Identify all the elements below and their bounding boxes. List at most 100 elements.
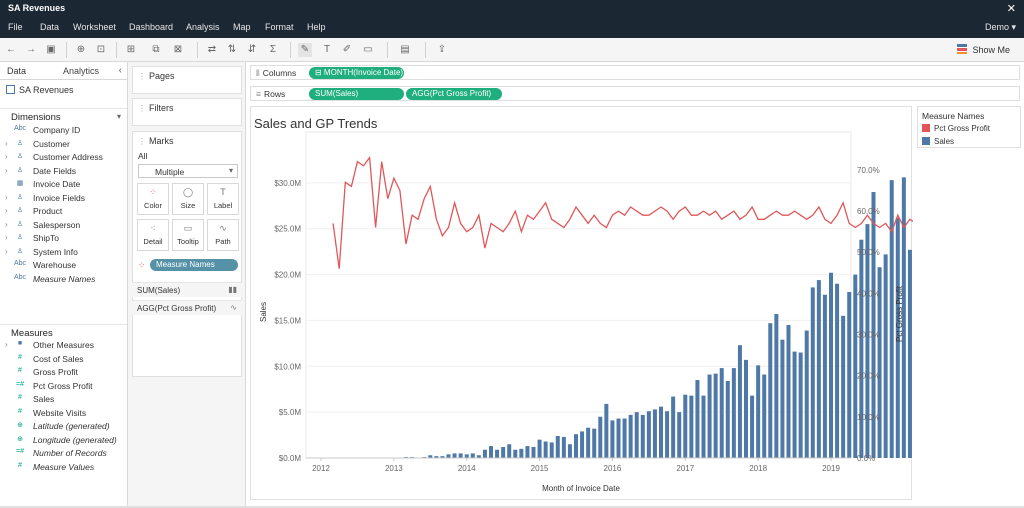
menu-dashboard[interactable]: Dashboard [129,22,174,32]
filters-card[interactable]: ⋮ Filters [132,98,242,126]
text-label-icon[interactable]: T [323,44,331,55]
measure-field[interactable]: # Gross Profit [0,366,127,379]
dimension-field[interactable]: › ♙ Date Fields [0,165,127,178]
pause-updates-icon[interactable]: ⊡ [96,44,106,55]
sales-bar [744,359,748,458]
measure-field[interactable]: =# Pct Gross Profit [0,380,127,393]
user-menu[interactable]: Demo ▾ [984,22,1016,32]
color-dots-icon: ⁘ [138,260,146,270]
tab-analytics[interactable]: Analytics [63,66,100,76]
measure-field[interactable]: =# Number of Records [0,447,127,460]
dimension-field[interactable]: › ♙ System Info [0,246,127,259]
measure-field[interactable]: # Website Visits [0,407,127,420]
agg-sales-row[interactable]: SUM(Sales) ▮▮ [132,282,242,297]
sales-bar [646,411,651,458]
size-button[interactable]: ◯ Size [172,183,204,215]
menu-help[interactable]: Help [307,22,326,32]
forward-icon[interactable]: → [26,44,36,55]
path-button[interactable]: ∿ Path [207,219,239,251]
measure-field[interactable]: ⊕ Longitude (generated) [0,434,127,447]
label-button[interactable]: T Label [207,183,239,215]
annotate-icon[interactable]: ✐ [342,44,352,55]
marks-all-label[interactable]: All [138,151,148,161]
fit-icon[interactable]: ▭ [363,44,373,55]
expand-icon[interactable]: › [5,219,8,229]
measure-field[interactable]: # Cost of Sales [0,353,127,366]
agg-gp-row[interactable]: AGG(Pct Gross Profit) ∿ [132,300,242,315]
rows-pill-sales[interactable]: SUM(Sales) [309,88,404,100]
expand-icon[interactable]: › [5,165,8,175]
tab-data[interactable]: Data [7,66,27,76]
dimension-field[interactable]: › ♙ ShipTo [0,232,127,245]
sort-desc-icon[interactable]: ⇵ [247,44,257,55]
new-datasource-icon[interactable]: ⊕ [76,44,86,55]
expand-icon[interactable]: › [5,246,8,256]
show-me-button[interactable]: Show Me [957,44,1010,55]
share-icon[interactable]: ⇪ [437,44,447,55]
duplicate-sheet-icon[interactable]: ⧉ [152,44,160,55]
expand-icon[interactable]: › [5,138,8,148]
dimension-field[interactable]: › ♙ Customer Address [0,151,127,164]
measure-names-pill[interactable]: Measure Names [150,259,238,271]
clear-sheet-icon[interactable]: ⊠ [173,44,183,55]
save-icon[interactable]: ▣ [46,44,56,55]
mark-type-select[interactable]: Multiple ▾ [138,164,238,178]
sales-bar [701,395,706,458]
dimensions-menu-icon[interactable]: ▾ [116,112,121,121]
menu-worksheet[interactable]: Worksheet [73,22,116,32]
tooltip-button[interactable]: ▭ Tooltip [172,219,204,251]
back-icon[interactable]: ← [6,44,16,55]
dimension-field[interactable]: Abc Company ID [0,124,127,137]
new-worksheet-icon[interactable]: ⊞ [126,44,136,55]
sales-bar [829,272,833,458]
dimension-field[interactable]: › ♙ Customer [0,138,127,151]
columns-pill[interactable]: ⊟ MONTH(Invoice Date) [309,67,404,79]
dimension-field[interactable]: ▦ Invoice Date [0,178,127,191]
columns-shelf[interactable]: ⦀ Columns ⊟ MONTH(Invoice Date) [250,65,1020,80]
menu-analysis[interactable]: Analysis [186,22,220,32]
toolbar-divider [290,42,291,58]
highlight-icon[interactable]: ✎ [298,43,312,57]
legend-item-sales[interactable]: Sales [922,137,954,146]
dimension-field[interactable]: › ♙ Product [0,205,127,218]
menu-data[interactable]: Data [40,22,60,32]
detail-button[interactable]: ⁖ Detail [137,219,169,251]
dimension-field[interactable]: › ♙ Invoice Fields [0,192,127,205]
expand-icon[interactable]: › [5,192,8,202]
menu-format[interactable]: Format [265,22,294,32]
rows-label: Rows [263,89,286,99]
rows-pill-gp[interactable]: AGG(Pct Gross Profit) [406,88,502,100]
legend-item-gp[interactable]: Pct Gross Profit [922,124,990,133]
swap-icon[interactable]: ⇄ [207,44,217,55]
sales-bar [907,249,912,458]
menu-map[interactable]: Map [233,22,251,32]
sales-bar [489,446,493,458]
rows-shelf[interactable]: ≡ Rows SUM(Sales) AGG(Pct Gross Profit) [250,86,1020,101]
dimension-field[interactable]: Abc Warehouse [0,259,127,272]
y-tick-label: $5.0M [279,408,302,417]
close-icon[interactable]: ✕ [1006,3,1016,15]
measure-field[interactable]: › ■ Other Measures [0,339,127,352]
dimension-field[interactable]: Abc Measure Names [0,273,127,286]
sales-bar [434,456,439,458]
expand-icon[interactable]: › [5,152,8,161]
path-label: Path [215,237,231,246]
pages-card[interactable]: ⋮ Pages [132,66,242,94]
expand-icon[interactable]: › [5,340,8,349]
totals-icon[interactable]: Σ [269,44,277,55]
datasource-item[interactable]: SA Revenues [6,85,74,95]
sort-asc-icon[interactable]: ⇅ [227,44,237,55]
color-button[interactable]: ⁘ Color [137,183,169,215]
sales-bar [428,455,433,458]
expand-icon[interactable]: › [5,233,8,242]
menu-file[interactable]: File [8,22,23,32]
expand-icon[interactable]: › [5,206,8,215]
title-bar: SA Revenues ✕ [0,0,1024,18]
presentation-icon[interactable]: ▤ [400,44,410,55]
measure-field[interactable]: ⊕ Latitude (generated) [0,420,127,433]
dimension-field[interactable]: › ♙ Salesperson [0,219,127,232]
sales-bar [835,283,840,458]
measure-field[interactable]: # Sales [0,393,127,406]
collapse-icon[interactable]: ‹ [118,65,122,76]
measure-field[interactable]: # Measure Values [0,461,127,474]
